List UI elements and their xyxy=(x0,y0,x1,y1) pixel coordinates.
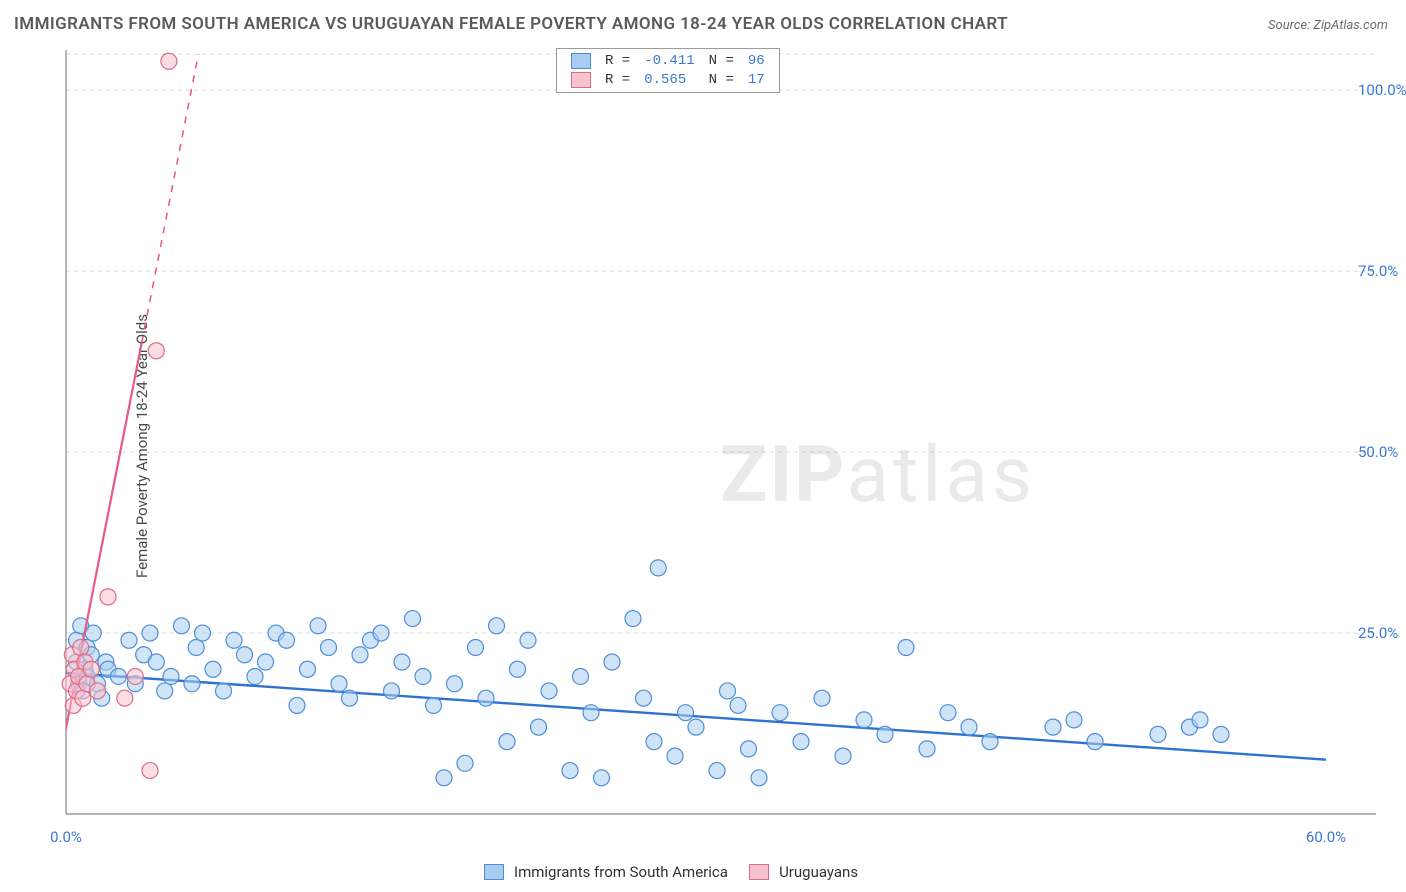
y-tick-label: 100.0% xyxy=(1358,81,1406,99)
legend-series-label: Immigrants from South America xyxy=(514,863,728,881)
page-title: IMMIGRANTS FROM SOUTH AMERICA VS URUGUAY… xyxy=(14,14,1008,34)
legend-r-label: R = xyxy=(599,72,636,89)
legend-row: R =-0.411N =96 xyxy=(565,53,771,70)
scatter-chart xyxy=(48,44,1388,844)
x-tick-label: 0.0% xyxy=(50,828,82,846)
legend-n-label: N = xyxy=(703,53,740,70)
legend-correlation-box: R =-0.411N =96R =0.565N =17 xyxy=(556,48,780,93)
y-tick-label: 25.0% xyxy=(1358,624,1398,642)
y-tick-label: 75.0% xyxy=(1358,262,1398,280)
legend-r-value: 0.565 xyxy=(638,72,700,89)
legend-row: R =0.565N =17 xyxy=(565,72,771,89)
x-tick-label: 60.0% xyxy=(1306,828,1346,846)
legend-r-value: -0.411 xyxy=(638,53,700,70)
legend-n-label: N = xyxy=(703,72,740,89)
legend-swatch xyxy=(749,864,769,880)
legend-n-value: 96 xyxy=(742,53,771,70)
legend-series: Immigrants from South America Uruguayans xyxy=(480,862,875,881)
source-label: Source: ZipAtlas.com xyxy=(1268,18,1388,33)
legend-series-label: Uruguayans xyxy=(779,863,858,881)
legend-swatch xyxy=(571,53,591,69)
legend-swatch xyxy=(484,864,504,880)
legend-swatch xyxy=(571,72,591,88)
plot-area xyxy=(48,44,1388,844)
y-tick-label: 50.0% xyxy=(1358,443,1398,461)
legend-n-value: 17 xyxy=(742,72,771,89)
legend-r-label: R = xyxy=(599,53,636,70)
